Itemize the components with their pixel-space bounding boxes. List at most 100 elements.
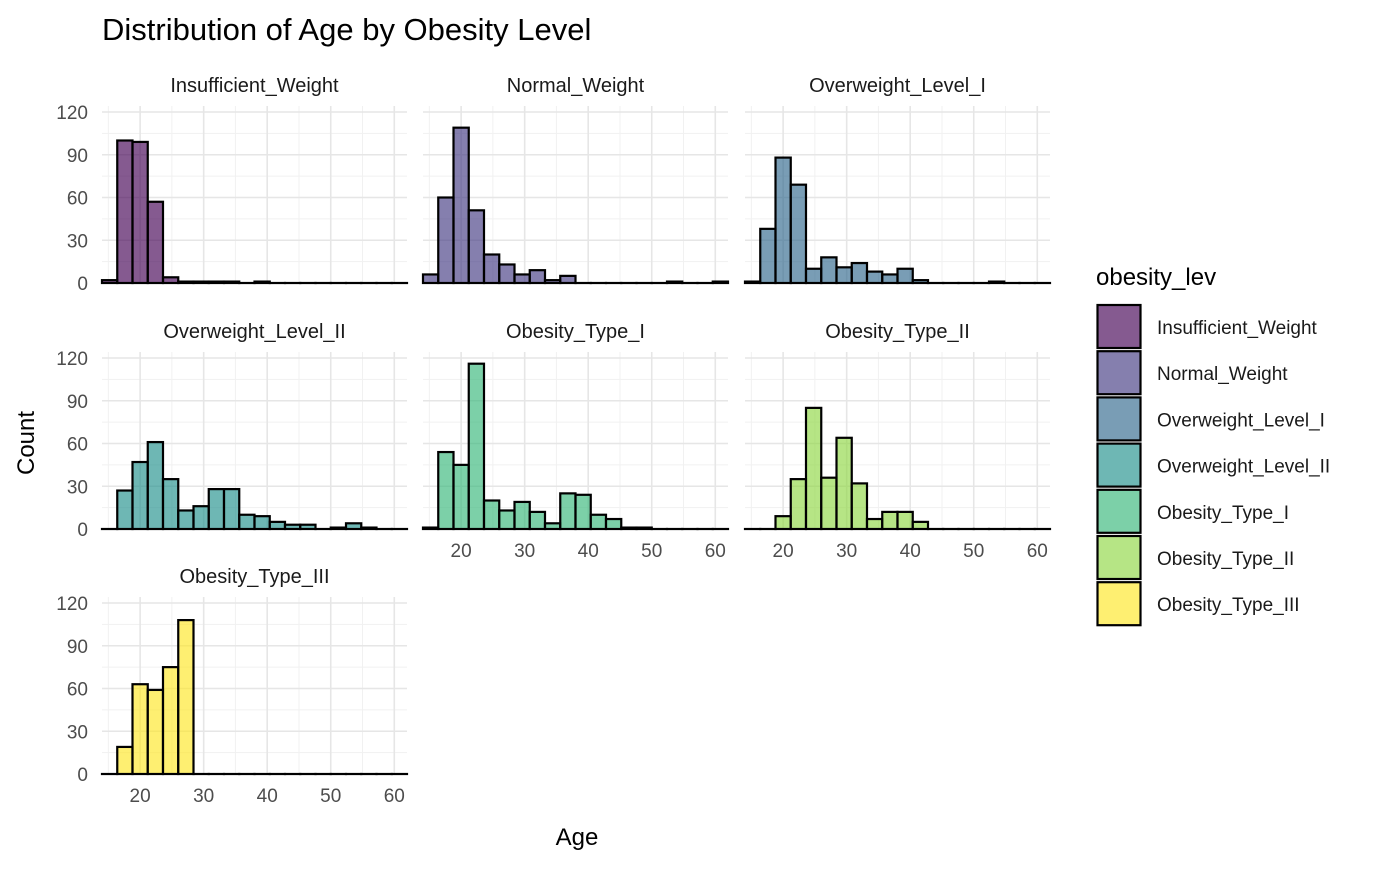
y-tick-label: 30: [67, 231, 88, 252]
histogram-bar: [133, 462, 148, 529]
y-tick-label: 120: [56, 103, 88, 124]
legend-label: Overweight_Level_II: [1157, 457, 1330, 478]
histogram-bar: [515, 502, 530, 529]
histogram-bar: [852, 483, 867, 529]
histogram-bar: [148, 690, 163, 774]
histogram-bar: [791, 185, 806, 283]
legend-swatch: [1098, 536, 1141, 579]
legend-swatch: [1098, 397, 1141, 440]
facet-strip-label: Normal_Weight: [507, 75, 645, 97]
x-tick-label: 50: [320, 786, 341, 807]
y-tick-label: 0: [77, 765, 88, 786]
facet-strip-label: Overweight_Level_I: [809, 75, 986, 97]
histogram-bar: [484, 501, 499, 530]
histogram-bar: [898, 512, 913, 529]
histogram-bar: [837, 438, 852, 529]
legend-label: Obesity_Type_II: [1157, 549, 1294, 570]
histogram-bar: [178, 510, 193, 529]
histogram-bar: [209, 489, 224, 529]
histogram-bar: [545, 280, 560, 283]
histogram-bar: [300, 525, 315, 529]
legend-label: Overweight_Level_I: [1157, 410, 1325, 431]
histogram-bar: [148, 202, 163, 283]
legend-item: Obesity_Type_III: [1098, 582, 1300, 625]
histogram-bar: [776, 158, 791, 283]
legend-item: Obesity_Type_I: [1098, 490, 1290, 533]
histogram-bar: [361, 528, 376, 529]
histogram-bar: [560, 493, 575, 529]
x-tick-label: 50: [963, 541, 984, 562]
facet-panels: Insufficient_Weight0306090120Normal_Weig…: [56, 75, 1050, 807]
histogram-bar: [637, 528, 652, 529]
histogram-bar: [499, 510, 514, 529]
histogram-bar: [346, 523, 361, 529]
histogram-bar: [821, 478, 836, 529]
histogram-bar: [469, 210, 484, 283]
x-tick-label: 30: [514, 541, 535, 562]
histogram-bar: [882, 274, 897, 283]
facet-strip-label: Obesity_Type_II: [825, 321, 970, 343]
y-tick-label: 60: [67, 680, 88, 701]
histogram-bar: [821, 257, 836, 283]
histogram-bar: [163, 479, 178, 529]
histogram-bar: [499, 264, 514, 283]
histogram-bar: [591, 515, 606, 529]
x-tick-label: 20: [451, 541, 472, 562]
y-tick-label: 30: [67, 722, 88, 743]
histogram-bar: [621, 528, 636, 529]
histogram-bar: [760, 229, 775, 283]
legend: obesity_lev Insufficient_Weight Normal_We…: [1096, 264, 1330, 625]
histogram-bar: [224, 282, 239, 283]
histogram-bar: [484, 255, 499, 284]
histogram-bar: [806, 408, 821, 529]
histogram-bar: [454, 465, 469, 529]
histogram-bar: [545, 523, 560, 529]
histogram-bar: [117, 141, 132, 284]
y-tick-label: 0: [77, 274, 88, 295]
y-tick-label: 0: [77, 520, 88, 541]
histogram-bar: [913, 522, 928, 529]
histogram-bar: [178, 620, 193, 774]
x-tick-label: 50: [641, 541, 662, 562]
x-tick-label: 20: [130, 786, 151, 807]
histogram-bar: [194, 282, 209, 283]
histogram-bar: [285, 525, 300, 529]
facet-strip-label: Obesity_Type_III: [179, 566, 329, 588]
histogram-bar: [209, 282, 224, 283]
histogram-bar: [806, 269, 821, 283]
histogram-bar: [776, 516, 791, 529]
histogram-bar: [117, 747, 132, 774]
histogram-bar: [852, 263, 867, 283]
histogram-bar: [163, 667, 178, 774]
x-tick-label: 20: [773, 541, 794, 562]
legend-title: obesity_lev: [1096, 264, 1216, 291]
histogram-bar: [331, 528, 346, 529]
legend-item: Overweight_Level_II: [1098, 444, 1331, 487]
x-axis-title: Age: [556, 824, 599, 851]
legend-label: Obesity_Type_III: [1157, 595, 1300, 616]
histogram-bar: [133, 684, 148, 774]
x-tick-label: 60: [384, 786, 405, 807]
x-tick-label: 40: [900, 541, 921, 562]
facet-strip-label: Obesity_Type_I: [506, 321, 645, 343]
histogram-bar: [133, 142, 148, 283]
legend-item: Insufficient_Weight: [1098, 305, 1318, 348]
y-tick-label: 90: [67, 392, 88, 413]
histogram-bar: [102, 280, 117, 283]
histogram-bar: [224, 489, 239, 529]
y-tick-label: 120: [56, 594, 88, 615]
y-tick-label: 60: [67, 435, 88, 456]
y-tick-label: 30: [67, 477, 88, 498]
histogram-bar: [913, 280, 928, 283]
legend-swatch: [1098, 582, 1141, 625]
legend-label: Normal_Weight: [1157, 364, 1288, 385]
histogram-bar: [745, 282, 760, 283]
facet-panel: Overweight_Level_I: [745, 75, 1050, 283]
histogram-bar: [867, 519, 882, 529]
histogram-bar: [469, 364, 484, 529]
